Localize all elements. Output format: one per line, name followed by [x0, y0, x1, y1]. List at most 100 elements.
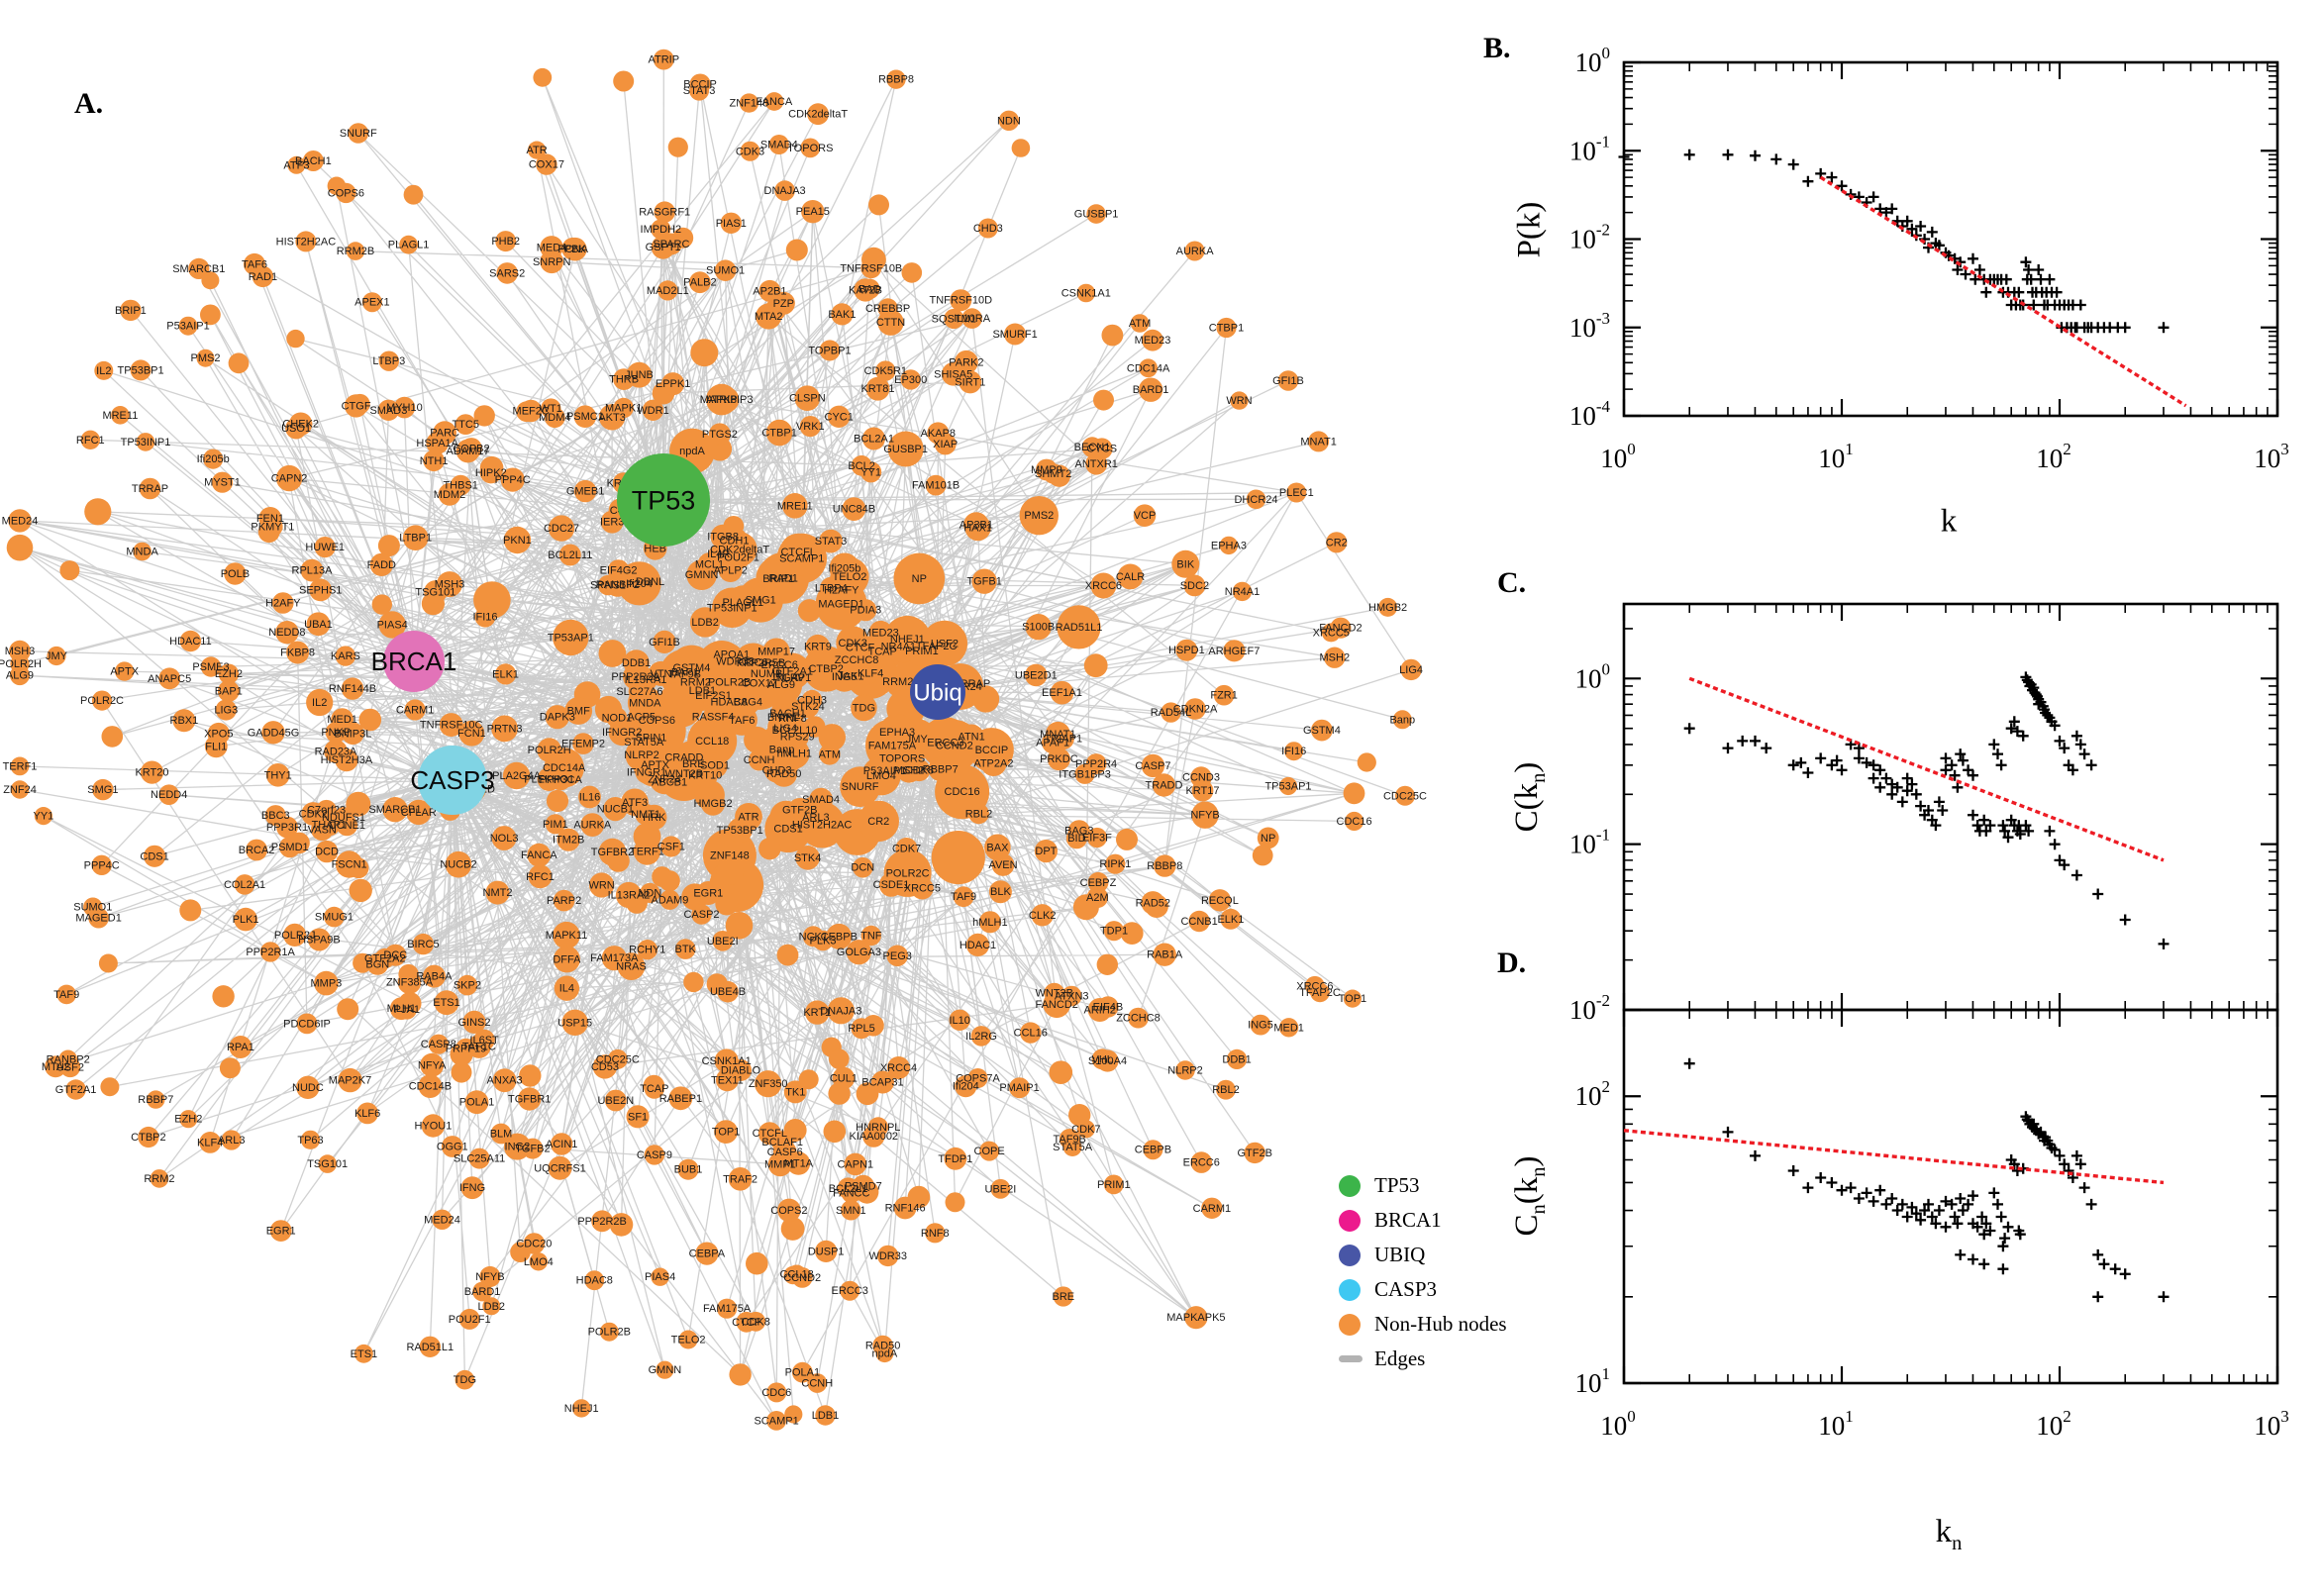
node-label: BCL2: [848, 460, 875, 472]
network-node: [283, 923, 307, 948]
panel-d-label: D.: [1497, 947, 1527, 979]
network-node: [598, 640, 627, 667]
node-label: S100B: [1022, 622, 1055, 634]
node-label: ALG9: [6, 670, 34, 682]
network-node: [374, 948, 395, 969]
node-label: AKAP8: [921, 428, 956, 440]
network-node: [656, 1360, 674, 1379]
network-node: [988, 880, 1012, 904]
node-label: BECN1: [1074, 442, 1111, 453]
network-node: [201, 271, 220, 290]
node-label: APAF1: [1036, 738, 1069, 749]
network-node: [432, 1209, 453, 1231]
network-node: [740, 141, 760, 161]
node-label: IFI16: [472, 612, 497, 624]
network-node: [300, 1130, 321, 1149]
network-node: [518, 1087, 542, 1111]
network-node: [746, 1251, 768, 1275]
network-node: [1216, 317, 1237, 339]
network-node: [991, 853, 1015, 876]
network-node: [858, 800, 899, 843]
network-node: [438, 482, 461, 506]
network-node: [346, 242, 365, 260]
legend-label: UBIQ: [1374, 1243, 1426, 1266]
node-label: TOP1: [712, 1127, 741, 1139]
network-node: [138, 1126, 159, 1148]
node-label: CDC25C: [596, 1053, 640, 1065]
network-node: [84, 498, 112, 526]
node-label: DFFA: [553, 953, 581, 965]
network-node: [1252, 845, 1273, 866]
network-node: [244, 252, 265, 275]
node-label: CR2: [867, 816, 889, 828]
network-node: [807, 103, 829, 126]
network-node: [474, 606, 496, 628]
node-label: UQCRFS1: [534, 1162, 586, 1174]
node-label: ACP5: [627, 712, 656, 724]
node-label: IMPDH2: [641, 224, 682, 236]
node-label: IL6ST: [469, 1035, 499, 1047]
node-label: MED1: [1273, 1022, 1304, 1034]
node-label: TK1: [785, 1086, 805, 1098]
network-node: [657, 280, 678, 301]
network-node: [545, 814, 566, 835]
network-node: [500, 467, 525, 492]
network-node: [528, 864, 553, 889]
network-node: [860, 257, 882, 279]
node-label: VHL: [1091, 1053, 1112, 1065]
network-node: [877, 1245, 899, 1267]
node-label: TFAP2C: [1299, 987, 1341, 999]
node-label: TGFBR1: [508, 1094, 551, 1106]
node-label: RANBP2: [596, 579, 640, 591]
node-label: MRE11: [102, 410, 138, 422]
network-node: [840, 1280, 860, 1301]
network-node: [420, 1052, 445, 1077]
network-node: [318, 1154, 338, 1173]
network-node: [1074, 763, 1095, 784]
network-node: [371, 594, 392, 615]
node-label: MED23: [1135, 335, 1171, 347]
node-label: CCND3: [1182, 772, 1220, 784]
node-label: ATN1: [958, 732, 984, 744]
network-node: [422, 964, 446, 988]
node-label: KIAA0002: [850, 1131, 899, 1143]
node-label: BCAP31: [861, 1077, 903, 1089]
network-node: [546, 789, 569, 813]
node-label: CDH1: [720, 535, 750, 547]
network-node: [314, 537, 336, 558]
node-label: MNDA: [629, 698, 661, 710]
node-label: PHB2: [491, 236, 520, 248]
network-node: [689, 271, 711, 294]
node-label: COPS2: [770, 1205, 807, 1217]
node-label: NHEJ1: [564, 1403, 599, 1415]
node-label: HRK: [643, 812, 666, 824]
node-label: CDK2: [299, 809, 328, 821]
node-label: PRIM1: [1097, 1179, 1131, 1191]
network-node: [325, 722, 347, 744]
node-label: COL2A1: [224, 879, 265, 891]
node-label: PRIM1: [905, 646, 939, 657]
node-label: ETS1: [433, 997, 460, 1009]
network-node: [945, 1192, 965, 1213]
network-node: [307, 928, 331, 951]
node-label: STAT3: [815, 536, 848, 548]
node-label: RCHY1: [629, 945, 665, 956]
node-label: RBBP8: [1147, 860, 1182, 872]
node-label: GTF2A2: [364, 953, 406, 965]
network-node: [925, 1223, 946, 1244]
node-label: HDAC11: [169, 636, 212, 648]
node-label: VRK1: [796, 421, 825, 433]
node-label: EIF4G2: [600, 565, 638, 577]
node-label: BUB1: [674, 1164, 703, 1176]
node-label: PIM1: [543, 819, 568, 831]
network-node: [369, 552, 393, 577]
node-label: MED1: [327, 714, 357, 726]
node-label: IL4R: [707, 549, 730, 560]
network-node: [851, 1018, 872, 1040]
node-label: TCAP: [868, 646, 897, 657]
network-node: [615, 881, 643, 909]
network-node: [578, 785, 601, 809]
node-label: BRIP1: [115, 305, 147, 317]
network-node: [805, 634, 831, 659]
network-node: [421, 1114, 446, 1138]
